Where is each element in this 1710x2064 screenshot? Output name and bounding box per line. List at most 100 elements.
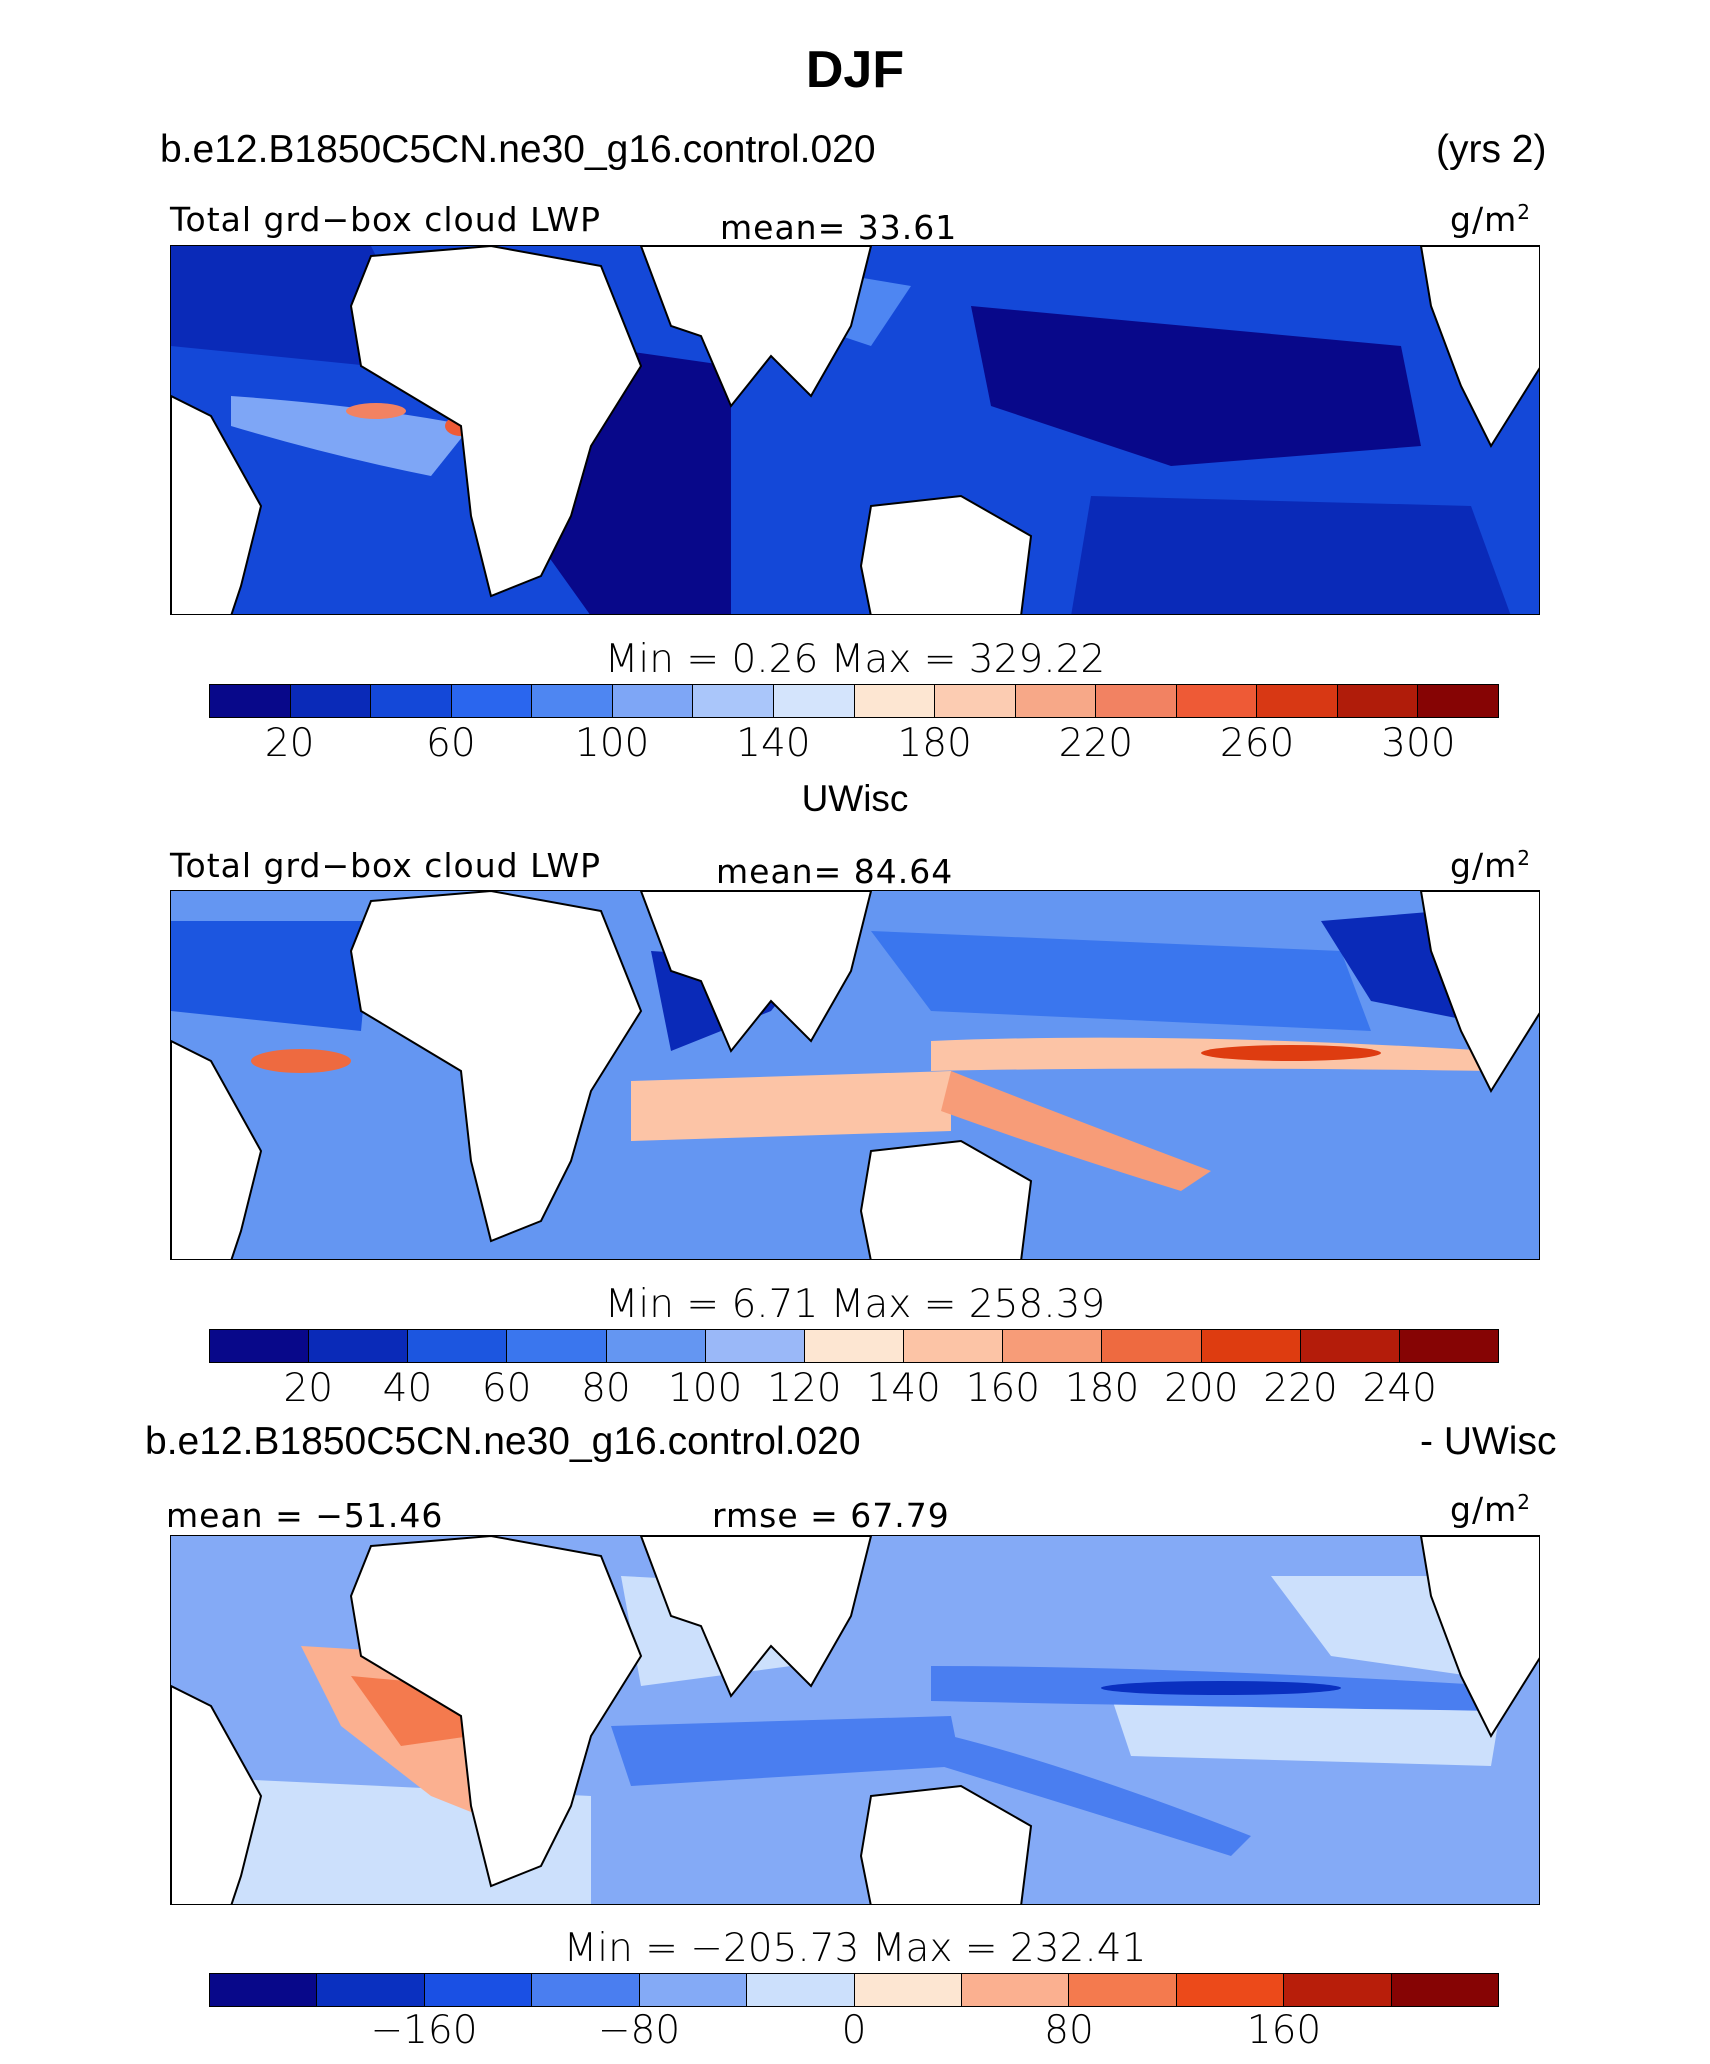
panel3-colorbar-ticks: −160 −80 0 80 160 [209,2008,1499,2053]
colorbar-tick-label: 100 [667,1366,743,1411]
colorbar-swatch [639,1974,748,2006]
colorbar-swatch [1003,1330,1103,1362]
colorbar-swatch [210,685,291,717]
panel2-source: UWisc [801,778,909,819]
panel2-colorbar-ticks: 20 40 60 80 100 120 140 160 180 200 220 240 [209,1366,1499,1411]
colorbar-swatch [773,685,855,717]
colorbar-tick-label: 240 [1362,1366,1437,1411]
land-north-america [1419,1536,1539,1739]
panel1-map [170,245,1540,615]
ocean-dark-region [171,246,401,366]
panel1-variable: Total grd−box cloud LWP [170,200,601,239]
panel2-variable: Total grd−box cloud LWP [170,846,601,885]
colorbar-tick-label: 100 [574,721,650,766]
panel2-units: g/m2 [1450,846,1531,885]
panel1-mean: mean= 33.61 [720,208,957,247]
colorbar-swatch [1337,685,1419,717]
colorbar-swatch [1096,685,1177,717]
lwp-maximum [346,403,406,419]
colorbar-tick-label: 80 [581,1366,631,1411]
colorbar-swatch [1176,685,1258,717]
colorbar-tick-label: 160 [965,1366,1041,1411]
land-africa [349,891,643,1243]
colorbar-tick-label: 180 [1064,1366,1140,1411]
colorbar-swatch [317,1974,425,2006]
colorbar-swatch [705,1330,805,1362]
colorbar-swatch [612,685,694,717]
ocean-dark-region [871,931,1371,1031]
panel2-map-canvas [171,891,1539,1259]
ocean-neutral-region [1271,1576,1471,1676]
colorbar-swatch [961,1974,1070,2006]
figure-title: DJF [805,41,905,99]
bias-negative-band [941,1736,1251,1856]
lwp-maximum [251,1049,351,1073]
panel3-rmse-value: 67.79 [850,1496,950,1535]
colorbar-tick-label: 260 [1219,721,1295,766]
panel1-units: g/m2 [1450,200,1531,239]
panel3-minmax: Min = −205.73 Max = 232.41 [563,1926,1147,1971]
land-africa [349,246,643,598]
colorbar-tick-label: 120 [767,1366,842,1411]
land-asia [639,891,873,1053]
colorbar-swatch [532,1974,640,2006]
panel2-mean-label: mean= [716,852,843,891]
colorbar-swatch [1102,1330,1202,1362]
colorbar-swatch [1300,1330,1400,1362]
panel3-mean: mean = −51.46 [166,1496,443,1535]
colorbar-swatch [747,1974,855,2006]
colorbar-tick-label: 60 [481,1366,532,1411]
colorbar-swatch [451,685,533,717]
colorbar-swatch [1418,685,1498,717]
colorbar-swatch [606,1330,706,1362]
panel3-mean-value: −51.46 [315,1496,444,1535]
colorbar-swatch [1284,1974,1392,2006]
colorbar-tick-label: 140 [866,1366,941,1411]
panel2-colorbar [209,1329,1499,1363]
ocean-dark-region [171,921,371,1031]
colorbar-tick-label: 300 [1381,721,1456,766]
colorbar-swatch [904,1330,1004,1362]
panel1-colorbar-ticks: 20 60 100 140 180 220 260 300 [209,721,1499,766]
colorbar-tick-label: 220 [1263,1366,1338,1411]
panel1-minmax: Min = 0.26 Max = 329.22 [604,637,1106,682]
panel2-map [170,890,1540,1260]
colorbar-tick-label: 40 [382,1366,433,1411]
colorbar-swatch [424,1974,533,2006]
colorbar-swatch [854,685,936,717]
colorbar-swatch [507,1330,607,1362]
colorbar-swatch [371,685,452,717]
panel3-units: g/m2 [1450,1490,1531,1529]
ocean-neutral-region [1111,1696,1501,1766]
colorbar-swatch [210,1974,318,2006]
colorbar-tick-label: 180 [897,721,972,766]
panel2-minmax: Min = 6.71 Max = 258.39 [604,1282,1106,1327]
colorbar-swatch [532,685,613,717]
colorbar-tick-label: 200 [1164,1366,1239,1411]
land-south-america [171,1684,263,1904]
colorbar-swatch [1399,1330,1499,1362]
land-australia [859,494,1033,614]
lwp-maximum [1201,1045,1381,1061]
ocean-dark-region [1071,496,1511,614]
colorbar-tick-label: 0 [841,2008,867,2053]
colorbar-swatch [1257,685,1338,717]
colorbar-tick-label: −80 [597,2008,681,2053]
colorbar-swatch [290,685,372,717]
colorbar-swatch [693,685,774,717]
panel3-map [170,1535,1540,1905]
colorbar-tick-label: 20 [283,1366,334,1411]
panel3-map-canvas [171,1536,1539,1904]
colorbar-tick-label: 160 [1246,2008,1322,2053]
bias-negative-band [611,1716,961,1786]
panel3-rmse: rmse = 67.79 [712,1496,950,1535]
colorbar-swatch [854,1974,962,2006]
land-north-america [1419,246,1539,449]
colorbar-tick-label: 80 [1044,2008,1094,2053]
panel1-years: (yrs 2) [1436,128,1547,171]
panel3-colorbar [209,1973,1499,2007]
colorbar-swatch [309,1330,409,1362]
colorbar-tick-label: −160 [370,2008,478,2053]
colorbar-tick-label: 140 [736,721,811,766]
panel1-case-name: b.e12.B1850C5CN.ne30_g16.control.020 [160,128,876,171]
